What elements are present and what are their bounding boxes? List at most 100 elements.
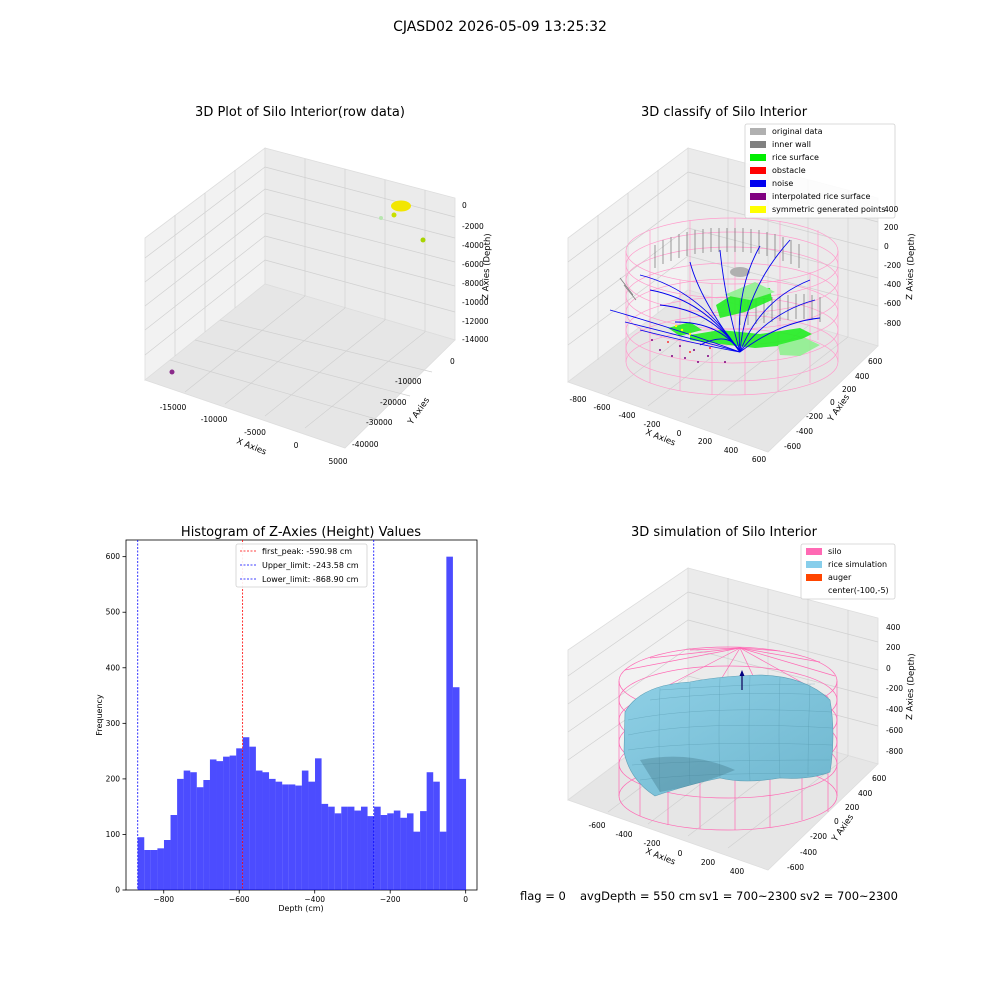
histogram-legend-frame [235,543,368,588]
histogram-ytick-label: 100 [106,830,121,839]
raw-ztick: -14000 [462,335,489,344]
raw-pane-floor [144,283,456,449]
histogram-title: Histogram of Z-Axies (Height) Values [181,525,421,540]
legend-label-first-peak: first_peak: -590.98 cm [262,547,352,556]
classify-ztick: -800 [884,319,901,328]
histogram-bar [229,755,237,890]
legend-label-silo: silo [828,547,842,556]
raw-data-3d-plot: 3D Plot of Silo Interior(row data) [144,105,493,466]
legend-label-lower-limit: Lower_limit: -868.90 cm [262,575,359,584]
classify-symmetric-points [674,324,692,336]
legend-label-symmetric: symmetric generated points [772,205,885,214]
sim-legend: silo rice simulation auger center(-100,-… [800,543,896,600]
simulation-plot-title: 3D simulation of Silo Interior [631,525,818,540]
histogram-x-ticks: −800 −600 −400 −200 0 [153,890,468,904]
histogram-xtick-label: −400 [304,895,325,904]
classify-xtick: -800 [569,395,586,404]
raw-ztick: -12000 [462,317,489,326]
histogram-bar [137,837,145,890]
histogram-ytick-label: 600 [106,552,121,561]
histogram-bar [190,772,197,890]
histogram-xtick-label: 0 [463,895,468,904]
histogram-bar [216,761,224,890]
raw-ztick: -8000 [462,279,484,288]
histogram-bar [275,781,283,890]
histogram-bar [452,687,460,890]
legend-label-rice-surface: rice surface [772,153,819,162]
raw-ytick: -10000 [395,377,422,386]
classify-ztick: 200 [884,223,899,232]
histogram-bar [163,840,171,890]
histogram-ytick-label: 400 [106,663,121,672]
histogram-bars [137,556,467,890]
raw-ztick: -10000 [462,298,489,307]
histogram-bar [255,770,263,890]
sim-ytick: -400 [800,848,817,857]
classify-xtick: 600 [752,455,767,464]
sim-ztick: 400 [886,623,901,632]
sim-ztick: 200 [886,643,901,652]
simulation-3d-plot: 3D simulation of Silo Interior [567,525,917,876]
sim-xtick: 400 [730,867,745,876]
histogram-bar [341,806,348,890]
status-avg-depth: avgDepth = 550 cm [580,889,696,903]
sim-rice-mesh [627,675,833,793]
sim-ytick: -600 [787,863,804,872]
sim-xtick: -400 [615,830,632,839]
raw-ytick: -30000 [366,418,393,427]
histogram-xlabel: Depth (cm) [278,904,323,913]
raw-ytick: 0 [450,357,455,366]
classify-ztick: -200 [884,261,901,270]
histogram-ytick-label: 500 [106,608,121,617]
legend-swatch-symmetric [750,206,766,213]
legend-swatch-auger [806,574,822,581]
histogram-legend: first_peak: -590.98 cm Upper_limit: -243… [235,543,368,588]
histogram-bar [242,737,250,890]
sim-zlabel: Z Axies (Depth) [905,653,917,720]
raw-ztick: -4000 [462,241,484,250]
status-sv2: sv2 = 700~2300 [800,889,898,903]
sim-ztick: -800 [886,747,903,756]
histogram-bar [446,556,453,890]
raw-zlabel: Z Axies (Depth) [481,233,493,300]
histogram-xtick-label: −600 [229,895,250,904]
sim-ytick: 200 [845,803,860,812]
sim-xlabel: X Axies [644,847,677,868]
histogram-bar [387,813,394,890]
legend-swatch-rice-simulation [806,561,822,568]
classify-noise [609,239,821,353]
histogram-bar [400,817,407,890]
legend-label-center: center(-100,-5) [828,586,889,595]
legend-swatch-inner-wall [750,141,766,148]
raw-ytick: -40000 [352,440,379,449]
histogram-bar [295,785,302,890]
histogram-bar [315,758,322,890]
classify-xlabel: X Axies [644,428,677,449]
sim-center-marker-icon [739,670,745,676]
sim-rice-surface [623,674,834,797]
classify-ytick: -400 [796,427,813,436]
histogram-bar [360,806,368,890]
histogram-bar [459,778,467,890]
raw-point [391,212,397,218]
sim-xtick: 200 [701,858,716,867]
classify-ytick: 600 [868,357,883,366]
classify-ztick: -400 [884,280,901,289]
raw-grid [144,159,456,429]
histogram-bar [433,781,440,890]
raw-xtick: -15000 [160,403,187,412]
classify-legend-frame [744,123,896,219]
raw-ylabel: Y Axies [406,395,433,427]
raw-point-cluster [391,200,411,212]
histogram-chart: Histogram of Z-Axies (Height) Values −80… [95,525,478,913]
histogram-bar [439,831,447,890]
raw-ztick: -6000 [462,260,484,269]
histogram-bar [334,813,342,890]
classify-obstacle [667,341,711,353]
histogram-bar [374,806,381,890]
classify-xtick: 400 [724,446,739,455]
legend-swatch-silo [806,548,822,555]
classify-ytick: 200 [842,385,857,394]
legend-label-rice-simulation: rice simulation [828,560,887,569]
